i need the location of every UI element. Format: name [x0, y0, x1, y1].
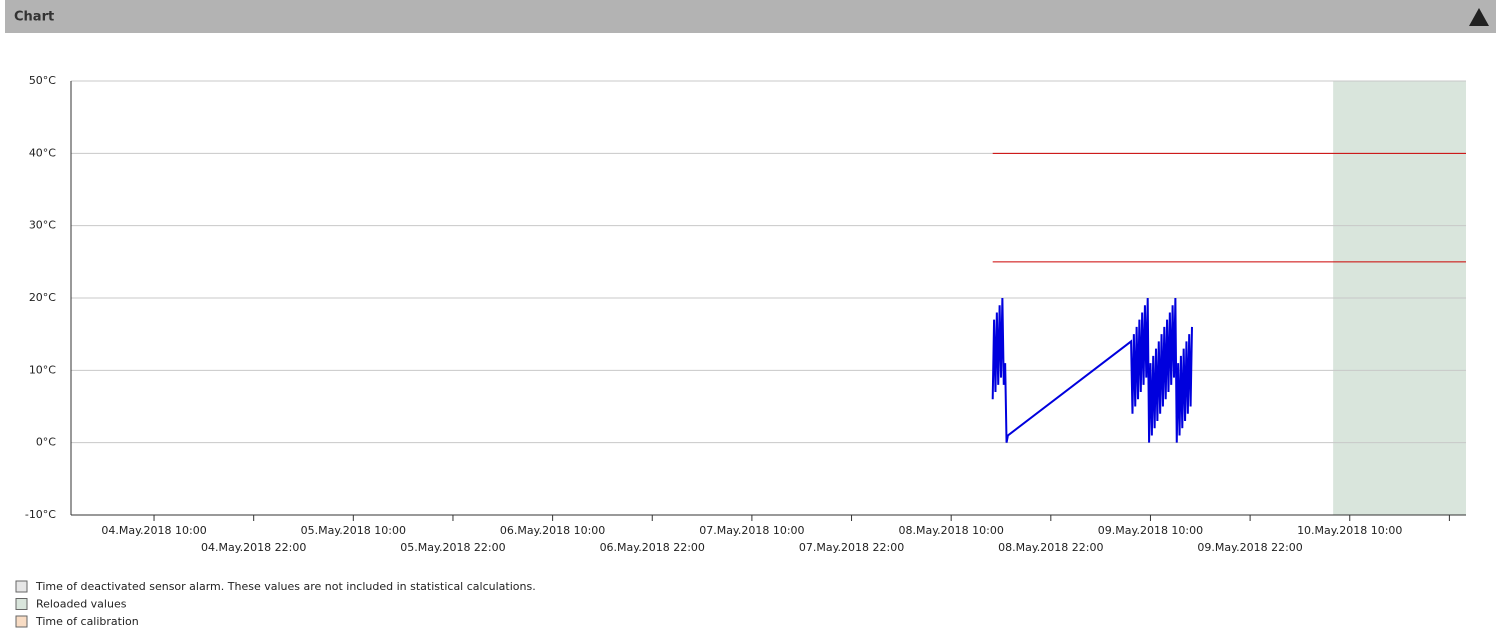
panel-header [5, 0, 1496, 33]
x-tick-label: 05.May.2018 22:00 [400, 541, 505, 554]
y-tick-label: 0°C [36, 436, 56, 449]
x-tick-label: 06.May.2018 22:00 [600, 541, 705, 554]
x-tick-label: 07.May.2018 10:00 [699, 524, 804, 537]
legend-label: Time of deactivated sensor alarm. These … [35, 580, 536, 593]
x-tick-label: 04.May.2018 10:00 [101, 524, 206, 537]
y-tick-label: 20°C [29, 291, 56, 304]
y-tick-label: 50°C [29, 74, 56, 87]
legend-label: Time of calibration [35, 615, 139, 628]
panel-title: Chart [14, 10, 54, 25]
x-tick-label: 07.May.2018 22:00 [799, 541, 904, 554]
legend-swatch [15, 615, 28, 628]
x-tick-label: 05.May.2018 10:00 [301, 524, 406, 537]
x-tick-label: 09.May.2018 10:00 [1098, 524, 1203, 537]
x-tick-label: 08.May.2018 10:00 [898, 524, 1003, 537]
x-tick-label: 04.May.2018 22:00 [201, 541, 306, 554]
y-tick-label: -10°C [25, 508, 56, 521]
y-tick-label: 30°C [29, 219, 56, 232]
x-tick-label: 08.May.2018 22:00 [998, 541, 1103, 554]
y-tick-label: 10°C [29, 363, 56, 376]
legend-swatch [15, 598, 28, 610]
legend-label: Reloaded values [36, 598, 127, 611]
collapse-button[interactable] [1469, 8, 1489, 26]
series-line [991, 297, 1193, 443]
x-tick-label: 09.May.2018 22:00 [1197, 541, 1302, 554]
legend-swatch [15, 580, 28, 593]
y-tick-label: 40°C [29, 146, 56, 159]
x-tick-label: 06.May.2018 10:00 [500, 524, 605, 537]
x-tick-label: 10.May.2018 10:00 [1297, 524, 1402, 537]
